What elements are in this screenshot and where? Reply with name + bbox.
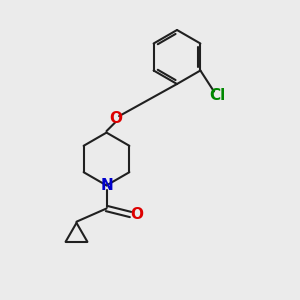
Text: Cl: Cl — [209, 88, 225, 104]
Text: O: O — [130, 207, 143, 222]
Text: N: N — [100, 178, 113, 193]
Text: O: O — [109, 111, 122, 126]
